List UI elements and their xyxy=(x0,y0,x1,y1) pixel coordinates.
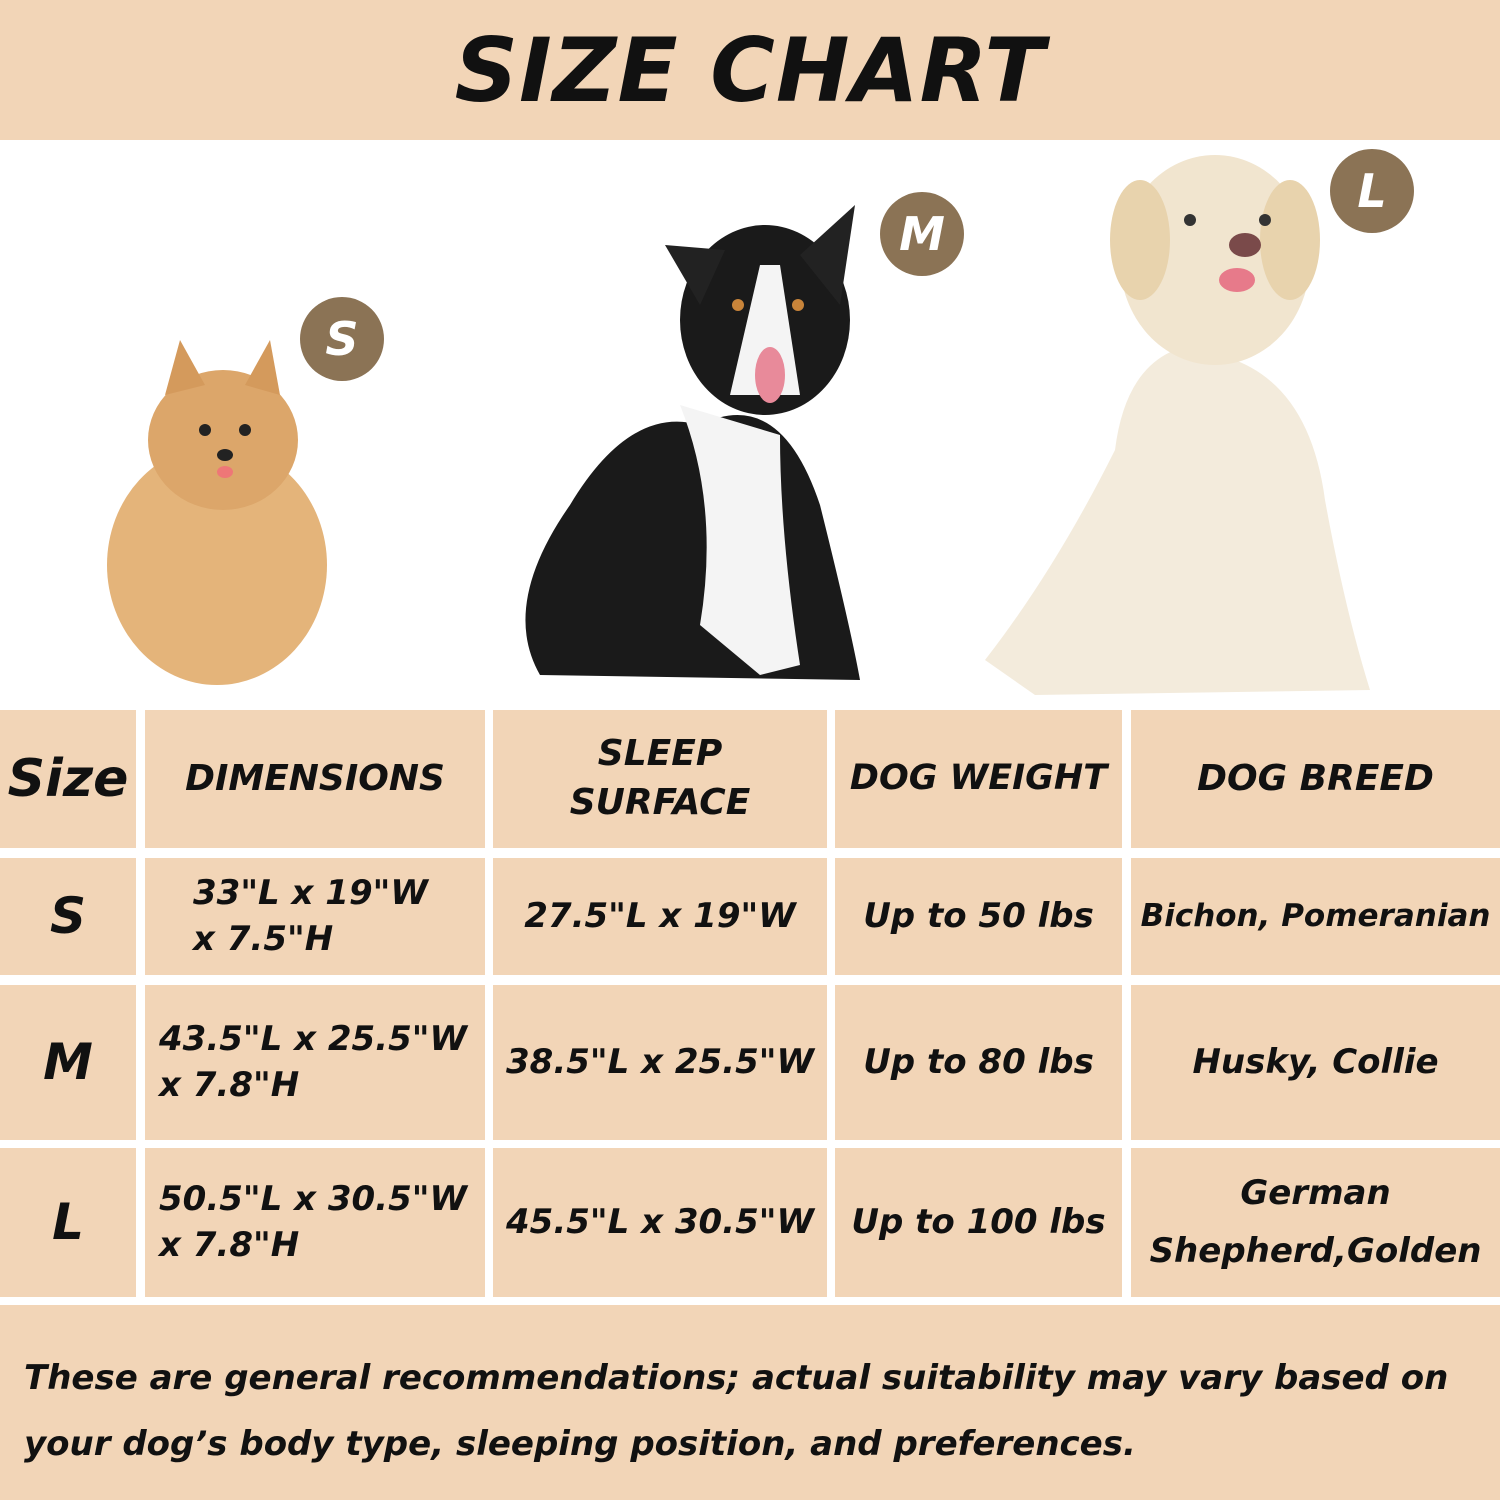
row-s-breed: Bichon, Pomeranian xyxy=(1131,858,1500,975)
size-badge-m: M xyxy=(880,192,964,276)
page-title: SIZE CHART xyxy=(454,18,1046,122)
dog-photos: S M L xyxy=(0,140,1500,708)
row-m-breed: Husky, Collie xyxy=(1131,985,1500,1140)
header-sleep-surface: SLEEP SURFACE xyxy=(493,710,827,848)
row-l-dimensions: 50.5"L x 30.5"W x 7.8"H xyxy=(145,1148,485,1297)
row-m-size: M xyxy=(0,985,136,1140)
row-s-weight: Up to 50 lbs xyxy=(835,858,1122,975)
header-dog-breed: DOG BREED xyxy=(1131,710,1500,848)
size-badge-l: L xyxy=(1330,149,1414,233)
size-badge-s: S xyxy=(300,297,384,381)
footnote: These are general recommendations; actua… xyxy=(0,1305,1500,1500)
border-collie-image xyxy=(525,205,860,680)
row-s-dimensions: 33"L x 19"W x 7.5"H xyxy=(145,858,485,975)
row-m-dimensions: 43.5"L x 25.5"W x 7.8"H xyxy=(145,985,485,1140)
golden-retriever-image xyxy=(985,155,1370,695)
row-l-sleep-surface: 45.5"L x 30.5"W xyxy=(493,1148,827,1297)
pomeranian-image xyxy=(107,340,327,685)
header-dimensions: DIMENSIONS xyxy=(145,710,485,848)
row-m-sleep-surface: 38.5"L x 25.5"W xyxy=(493,985,827,1140)
row-l-weight: Up to 100 lbs xyxy=(835,1148,1122,1297)
title-banner: SIZE CHART xyxy=(0,0,1500,140)
header-dog-weight: DOG WEIGHT xyxy=(835,710,1122,848)
row-l-size: L xyxy=(0,1148,136,1297)
row-m-weight: Up to 80 lbs xyxy=(835,985,1122,1140)
header-size: Size xyxy=(0,710,136,848)
row-l-breed: German Shepherd,Golden xyxy=(1131,1148,1500,1297)
row-s-size: S xyxy=(0,858,136,975)
row-s-sleep-surface: 27.5"L x 19"W xyxy=(493,858,827,975)
